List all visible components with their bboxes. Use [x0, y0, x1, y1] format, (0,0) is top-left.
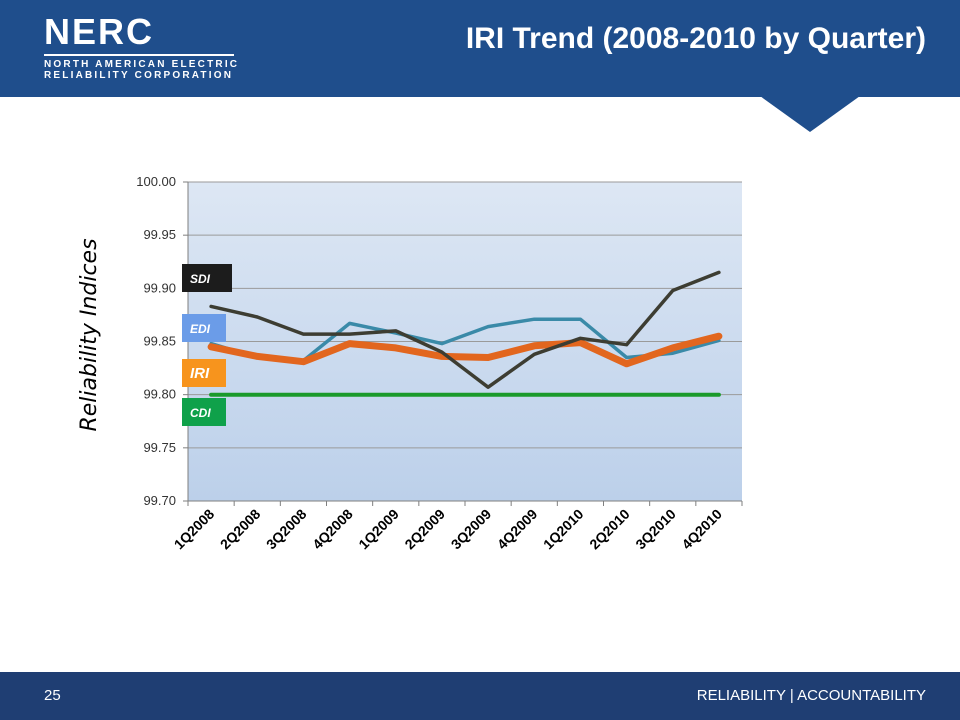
series-tag-label: EDI: [190, 322, 211, 336]
logo-subtitle-line-1: NORTH AMERICAN ELECTRIC: [44, 59, 240, 70]
series-tags: SDI EDI IRI CDI: [182, 264, 232, 426]
y-tick-label: 99.80: [143, 387, 176, 402]
x-tick-label: 2Q2009: [401, 506, 448, 553]
x-tick-label: 4Q2010: [678, 506, 725, 553]
reliability-chart: 99.70 99.75 99.80 99.85 99.90 99.95 100.00 1Q2…: [77, 174, 743, 553]
series-lines: [207, 270, 723, 397]
y-tick-label: 99.95: [143, 227, 176, 242]
slide-title: IRI Trend (2008-2010 by Quarter): [465, 22, 926, 55]
footer-tagline: RELIABILITY | ACCOUNTABILITY: [696, 687, 926, 704]
page-number: 25: [44, 687, 61, 704]
x-tick-label: 1Q2009: [355, 506, 402, 553]
x-tick-label: 2Q2008: [217, 506, 264, 553]
y-tick-labels: 99.70 99.75 99.80 99.85 99.90 99.95 100.00: [136, 174, 176, 508]
logo-rule: [44, 54, 234, 56]
y-tick-label: 99.85: [143, 334, 176, 349]
y-tick-label: 100.00: [136, 174, 176, 189]
series-tag-sdi: SDI: [182, 264, 232, 292]
series-tag-box: [182, 264, 232, 292]
series-tag-edi: EDI: [182, 314, 226, 342]
x-tick-label: 4Q2009: [494, 506, 541, 553]
series-tag-label: CDI: [190, 406, 211, 420]
series-tag-box: [182, 314, 226, 342]
x-tick-label: 1Q2010: [540, 506, 587, 553]
y-tick-label: 99.90: [143, 280, 176, 295]
series-tag-box: [182, 398, 226, 426]
header-notch: [760, 96, 860, 132]
y-tick-label: 99.75: [143, 440, 176, 455]
series-tag-iri: IRI: [182, 359, 226, 387]
x-tick-label: 4Q2008: [309, 506, 356, 553]
x-tick-label: 3Q2009: [448, 506, 495, 553]
x-tick-labels: 1Q2008 2Q2008 3Q2008 4Q2008 1Q2009 2Q2009 3Q20…: [171, 506, 726, 553]
series-tag-label: IRI: [190, 365, 210, 382]
x-tick-label: 1Q2008: [171, 506, 218, 553]
x-tick-label: 3Q2008: [263, 506, 310, 553]
logo-subtitle-line-2: RELIABILITY CORPORATION: [44, 70, 234, 81]
x-tick-label: 3Q2010: [632, 506, 679, 553]
series-tag-box: [182, 359, 226, 387]
series-tag-cdi: CDI: [182, 398, 226, 426]
x-tick-label: 2Q2010: [586, 506, 633, 553]
header-bar: NERC NORTH AMERICAN ELECTRIC RELIABILITY…: [0, 0, 960, 97]
series-tag-label: SDI: [190, 272, 211, 286]
logo-wordmark: NERC: [44, 11, 155, 52]
nerc-logo: NERC NORTH AMERICAN ELECTRIC RELIABILITY…: [44, 14, 239, 81]
series-line-sdi: [209, 270, 721, 389]
y-tick-label: 99.70: [143, 493, 176, 508]
y-axis-label: Reliability Indices: [77, 238, 102, 431]
series-line-iri: [207, 332, 723, 368]
footer-bar: 25 RELIABILITY | ACCOUNTABILITY: [0, 672, 960, 720]
